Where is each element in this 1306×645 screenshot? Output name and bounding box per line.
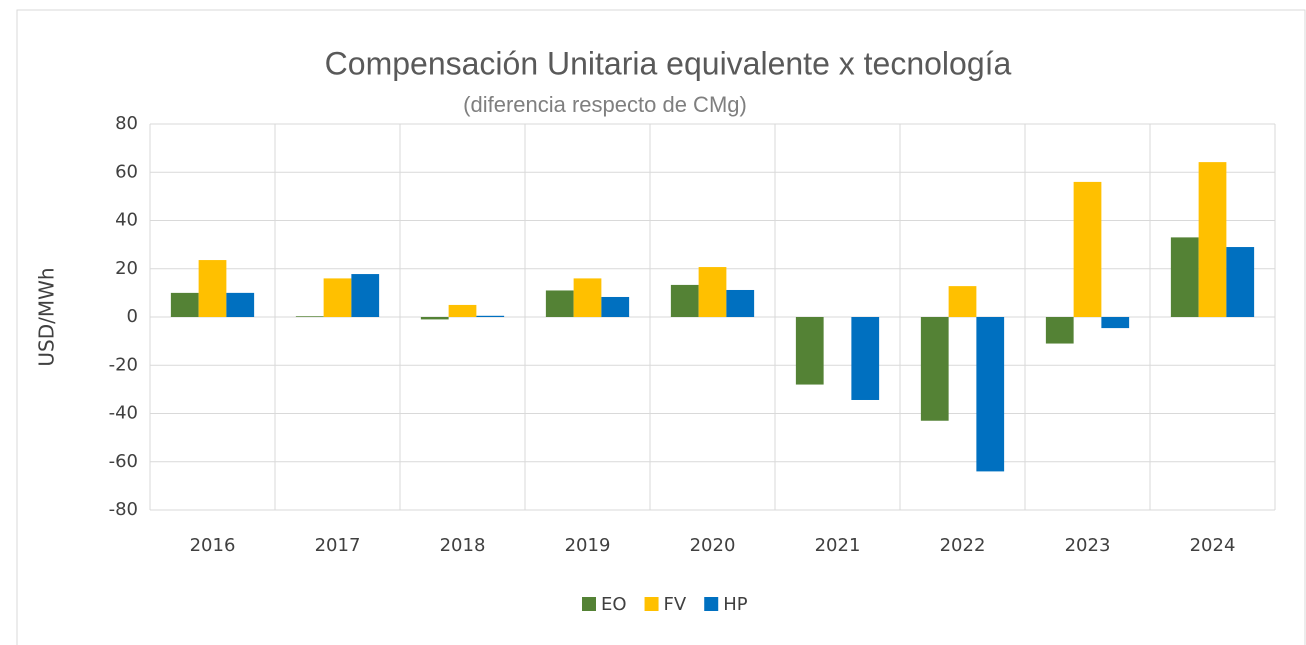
x-tick-label: 2018 bbox=[440, 535, 486, 556]
y-tick-label: -80 bbox=[109, 499, 138, 520]
y-tick-label: 0 bbox=[127, 306, 138, 327]
legend-label: HP bbox=[723, 594, 748, 615]
bar bbox=[698, 267, 727, 317]
bar bbox=[323, 278, 352, 317]
legend-swatch bbox=[582, 597, 596, 611]
bar bbox=[920, 317, 949, 421]
legend-label: EO bbox=[601, 594, 627, 615]
y-tick-label: 60 bbox=[115, 161, 138, 182]
bar bbox=[948, 286, 977, 317]
x-tick-label: 2019 bbox=[565, 535, 611, 556]
legend-label: FV bbox=[664, 594, 687, 615]
y-tick-label: 80 bbox=[115, 113, 138, 134]
y-tick-label: -60 bbox=[109, 451, 138, 472]
bar bbox=[1073, 181, 1102, 317]
x-tick-label: 2024 bbox=[1190, 535, 1236, 556]
bar bbox=[1226, 247, 1255, 317]
bar bbox=[795, 317, 824, 385]
bar bbox=[420, 317, 449, 320]
bar bbox=[601, 296, 630, 317]
bar bbox=[198, 260, 227, 317]
bar bbox=[448, 304, 477, 317]
x-tick-label: 2020 bbox=[690, 535, 736, 556]
legend-swatch bbox=[704, 597, 719, 611]
y-tick-label: 20 bbox=[115, 258, 138, 279]
y-axis-label: USD/MWh bbox=[35, 267, 59, 366]
x-tick-label: 2022 bbox=[940, 535, 986, 556]
bar bbox=[1045, 317, 1074, 344]
bar bbox=[476, 315, 505, 317]
legend-swatch bbox=[644, 597, 659, 611]
x-tick-label: 2021 bbox=[815, 535, 861, 556]
chart-title: Compensación Unitaria equivalente x tecn… bbox=[325, 45, 1012, 81]
bar bbox=[851, 317, 880, 400]
bar bbox=[1198, 162, 1227, 317]
bar bbox=[976, 317, 1005, 472]
bar bbox=[726, 289, 755, 317]
bar bbox=[351, 274, 380, 317]
chart-frame bbox=[16, 9, 1306, 645]
bar bbox=[226, 292, 255, 317]
bar bbox=[295, 316, 324, 317]
bar bbox=[573, 278, 602, 317]
x-tick-label: 2016 bbox=[190, 535, 236, 556]
bar bbox=[670, 284, 699, 317]
y-tick-label: -20 bbox=[109, 354, 138, 375]
y-tick-label: 40 bbox=[115, 210, 138, 231]
y-tick-label: -40 bbox=[109, 403, 138, 424]
chart-subtitle: (diferencia respecto de CMg) bbox=[463, 92, 747, 117]
bar bbox=[170, 292, 199, 317]
bar bbox=[1101, 317, 1130, 329]
x-tick-label: 2023 bbox=[1065, 535, 1111, 556]
bar bbox=[545, 290, 574, 317]
x-tick-label: 2017 bbox=[315, 535, 361, 556]
bar bbox=[1170, 237, 1199, 317]
